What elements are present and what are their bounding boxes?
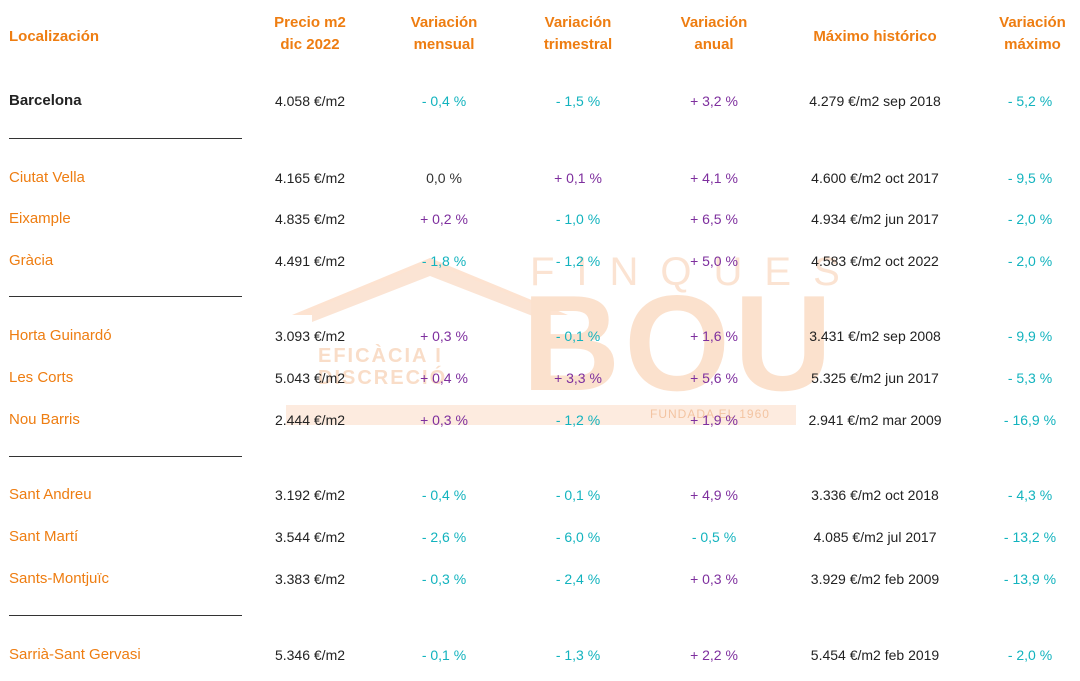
location-name: Sant Martí — [9, 528, 79, 545]
quarterly-variation: - 6,0 % — [555, 529, 601, 545]
quarterly-variation: + 3,3 % — [554, 370, 602, 386]
location-name: Horta Guinardó — [9, 327, 112, 344]
location-name: Sant Andreu — [9, 486, 92, 503]
monthly-variation: - 0,4 % — [421, 93, 467, 109]
monthly-variation: - 1,8 % — [421, 253, 467, 269]
monthly-variation: - 2,6 % — [421, 529, 467, 545]
price-m2: 3.383 €/m2 — [274, 571, 346, 587]
quarterly-variation: - 2,4 % — [555, 571, 601, 587]
row-separator — [9, 456, 242, 457]
quarterly-variation: - 0,1 % — [555, 487, 601, 503]
monthly-variation: + 0,4 % — [420, 370, 468, 386]
price-m2: 2.444 €/m2 — [274, 412, 346, 428]
quarterly-variation: - 1,0 % — [555, 211, 601, 227]
header-price: Precio m2 dic 2022 — [274, 14, 346, 53]
header-annual-variation: Variación anual — [680, 14, 748, 53]
monthly-variation: + 0,3 % — [420, 328, 468, 344]
price-m2: 3.192 €/m2 — [274, 487, 346, 503]
historic-max: 2.941 €/m2 mar 2009 — [808, 412, 942, 428]
location-name: Gràcia — [9, 252, 54, 269]
annual-variation: + 1,9 % — [690, 412, 738, 428]
location-name: Eixample — [9, 210, 71, 227]
price-m2: 4.835 €/m2 — [274, 211, 346, 227]
max-variation: - 5,3 % — [1007, 370, 1053, 386]
annual-variation: + 3,2 % — [690, 93, 738, 109]
quarterly-variation: - 1,5 % — [555, 93, 601, 109]
price-m2: 3.544 €/m2 — [274, 529, 346, 545]
header-monthly-variation: Variación mensual — [410, 14, 478, 53]
location-name: Barcelona — [9, 92, 82, 109]
monthly-variation: - 0,4 % — [421, 487, 467, 503]
row-separator — [9, 615, 242, 616]
price-m2: 5.043 €/m2 — [274, 370, 346, 386]
row-separator — [9, 138, 242, 139]
location-name: Sants-Montjuïc — [9, 570, 110, 587]
max-variation: - 2,0 % — [1007, 211, 1053, 227]
max-variation: - 4,3 % — [1007, 487, 1053, 503]
quarterly-variation: - 1,3 % — [555, 647, 601, 663]
annual-variation: - 0,5 % — [691, 529, 737, 545]
quarterly-variation: - 1,2 % — [555, 253, 601, 269]
location-name: Sarrià-Sant Gervasi — [9, 646, 141, 663]
quarterly-variation: - 1,2 % — [555, 412, 601, 428]
annual-variation: + 0,3 % — [690, 571, 738, 587]
header-max-variation: Variación máximo — [999, 14, 1066, 53]
annual-variation: + 1,6 % — [690, 328, 738, 344]
monthly-variation: - 0,1 % — [421, 647, 467, 663]
historic-max: 3.336 €/m2 oct 2018 — [811, 487, 939, 503]
location-name: Nou Barris — [9, 411, 80, 428]
max-variation: - 9,9 % — [1007, 328, 1053, 344]
historic-max: 4.085 €/m2 jul 2017 — [813, 529, 937, 545]
price-m2: 3.093 €/m2 — [274, 328, 346, 344]
monthly-variation: + 0,3 % — [420, 412, 468, 428]
price-m2: 5.346 €/m2 — [274, 647, 346, 663]
historic-max: 4.279 €/m2 sep 2018 — [809, 93, 941, 109]
price-m2: 4.165 €/m2 — [274, 170, 346, 186]
max-variation: - 13,9 % — [1003, 571, 1057, 587]
annual-variation: + 2,2 % — [690, 647, 738, 663]
quarterly-variation: + 0,1 % — [554, 170, 602, 186]
max-variation: - 2,0 % — [1007, 647, 1053, 663]
historic-max: 3.929 €/m2 feb 2009 — [810, 571, 940, 587]
monthly-variation: - 0,3 % — [421, 571, 467, 587]
quarterly-variation: - 0,1 % — [555, 328, 601, 344]
header-historic-max: Máximo histórico — [813, 28, 937, 45]
row-separator — [9, 296, 242, 297]
monthly-variation: 0,0 % — [426, 170, 462, 186]
historic-max: 5.325 €/m2 jun 2017 — [811, 370, 939, 386]
location-name: Ciutat Vella — [9, 169, 85, 186]
historic-max: 3.431 €/m2 sep 2008 — [809, 328, 941, 344]
historic-max: 4.934 €/m2 jun 2017 — [811, 211, 939, 227]
annual-variation: + 4,1 % — [690, 170, 738, 186]
price-m2: 4.491 €/m2 — [274, 253, 346, 269]
max-variation: - 5,2 % — [1007, 93, 1053, 109]
annual-variation: + 4,9 % — [690, 487, 738, 503]
historic-max: 4.583 €/m2 oct 2022 — [811, 253, 939, 269]
historic-max: 4.600 €/m2 oct 2017 — [811, 170, 939, 186]
location-name: Les Corts — [9, 369, 74, 386]
historic-max: 5.454 €/m2 feb 2019 — [810, 647, 940, 663]
header-location: Localización — [9, 28, 100, 45]
annual-variation: + 5,6 % — [690, 370, 738, 386]
max-variation: - 2,0 % — [1007, 253, 1053, 269]
annual-variation: + 5,0 % — [690, 253, 738, 269]
max-variation: - 9,5 % — [1007, 170, 1053, 186]
max-variation: - 13,2 % — [1003, 529, 1057, 545]
header-quarterly-variation: Variación trimestral — [543, 14, 613, 53]
monthly-variation: + 0,2 % — [420, 211, 468, 227]
price-m2: 4.058 €/m2 — [274, 93, 346, 109]
annual-variation: + 6,5 % — [690, 211, 738, 227]
max-variation: - 16,9 % — [1003, 412, 1057, 428]
